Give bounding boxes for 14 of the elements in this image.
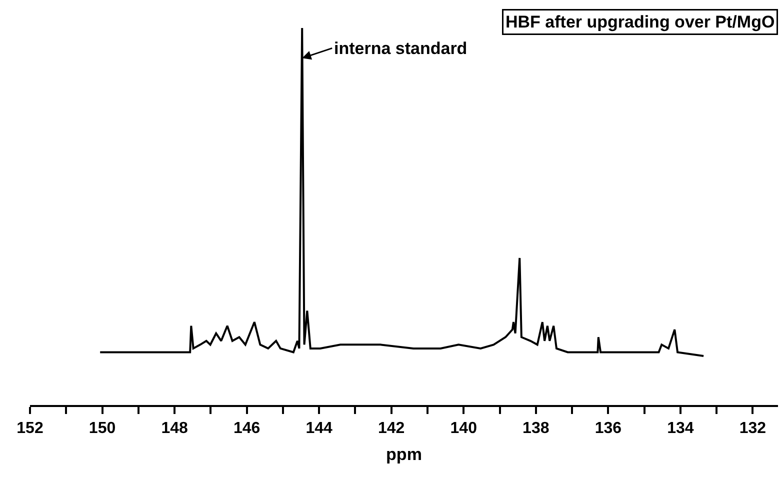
x-tick-label: 144 (306, 420, 333, 438)
x-tick-label: 150 (88, 420, 116, 438)
x-tick-label: 132 (739, 420, 766, 438)
x-axis-title: ppm (386, 445, 422, 464)
x-tick-label: 140 (450, 420, 478, 438)
x-tick-label: 142 (378, 420, 405, 438)
x-tick-label: 136 (594, 420, 622, 438)
x-tick-label: 146 (233, 420, 260, 438)
x-tick-label: 152 (16, 420, 44, 438)
x-tick-label: 138 (522, 420, 550, 438)
chart-title: HBF after upgrading over Pt/MgO (506, 12, 775, 32)
x-tick-label: 148 (161, 420, 188, 438)
annotation: interna standard (334, 39, 468, 58)
x-tick-label: 134 (667, 420, 694, 438)
